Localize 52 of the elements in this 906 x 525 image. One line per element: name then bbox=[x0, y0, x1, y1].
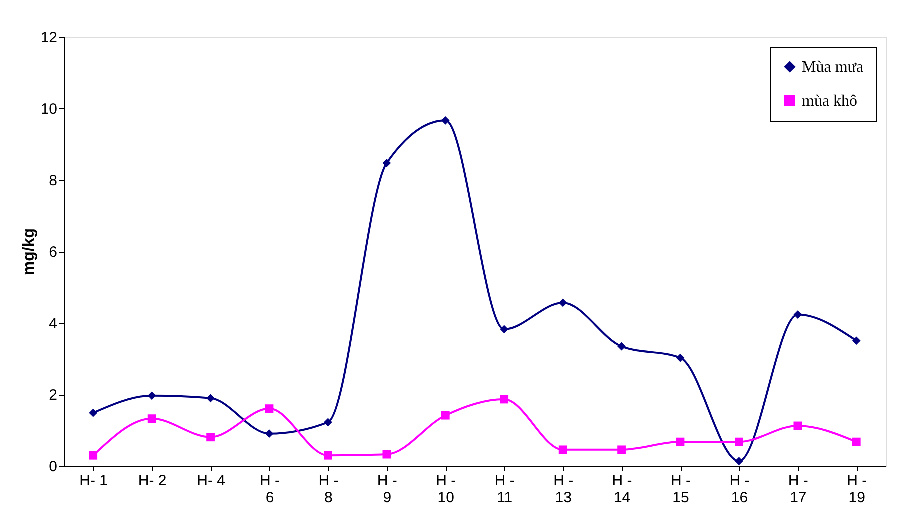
point bbox=[148, 392, 156, 400]
x-tick-label: H - 15 bbox=[671, 472, 691, 506]
point bbox=[89, 408, 98, 418]
point bbox=[618, 446, 626, 454]
point bbox=[558, 298, 568, 308]
point bbox=[148, 414, 156, 423]
x-tick-label: H - 11 bbox=[494, 472, 515, 506]
x-tick-label: H- 2 bbox=[138, 472, 167, 490]
y-tick-label: 10 bbox=[40, 101, 58, 118]
x-tick-label: H - 6 bbox=[260, 472, 280, 506]
y-tick-label: 0 bbox=[49, 458, 58, 476]
y-tick-label: 2 bbox=[49, 387, 58, 404]
y-tick-label: 4 bbox=[49, 316, 58, 332]
point bbox=[618, 342, 626, 351]
point bbox=[735, 457, 744, 466]
y-tick-label: 12 bbox=[40, 30, 58, 46]
x-tick-label: H - 19 bbox=[847, 472, 868, 506]
x-tick-label: H - 10 bbox=[436, 472, 456, 506]
point bbox=[676, 354, 685, 362]
point bbox=[324, 418, 332, 427]
point bbox=[265, 430, 274, 438]
point bbox=[794, 310, 802, 319]
y-tick-label: 6 bbox=[49, 244, 58, 261]
point bbox=[852, 438, 861, 446]
x-tick-label: H - 13 bbox=[554, 472, 574, 506]
point bbox=[324, 451, 332, 460]
x-tick-label: H - 9 bbox=[377, 472, 398, 506]
point bbox=[382, 159, 392, 168]
x-tick-label: H - 16 bbox=[730, 472, 750, 506]
x-tick-label: H - 8 bbox=[318, 472, 339, 506]
x-tick-label: H - 14 bbox=[612, 472, 632, 506]
x-tick-label: H- 4 bbox=[197, 472, 226, 490]
point bbox=[735, 438, 744, 446]
legend-label: mùa khô bbox=[802, 93, 858, 110]
point bbox=[500, 395, 509, 404]
point bbox=[441, 116, 450, 125]
x-tick-label: H - 17 bbox=[788, 472, 808, 506]
point bbox=[676, 438, 685, 446]
y-axis-title: mg/kg bbox=[20, 228, 38, 276]
x-tick-label: H- 1 bbox=[80, 472, 108, 490]
point bbox=[500, 325, 509, 334]
point bbox=[852, 336, 861, 346]
point bbox=[382, 450, 392, 459]
point bbox=[558, 446, 568, 454]
y-tick-label: 8 bbox=[49, 172, 58, 190]
point bbox=[89, 451, 98, 460]
point bbox=[206, 433, 215, 442]
point bbox=[206, 394, 215, 403]
point bbox=[265, 404, 274, 413]
point bbox=[441, 411, 450, 420]
legend-label: Mùa mưa bbox=[802, 59, 864, 76]
point bbox=[794, 422, 802, 430]
